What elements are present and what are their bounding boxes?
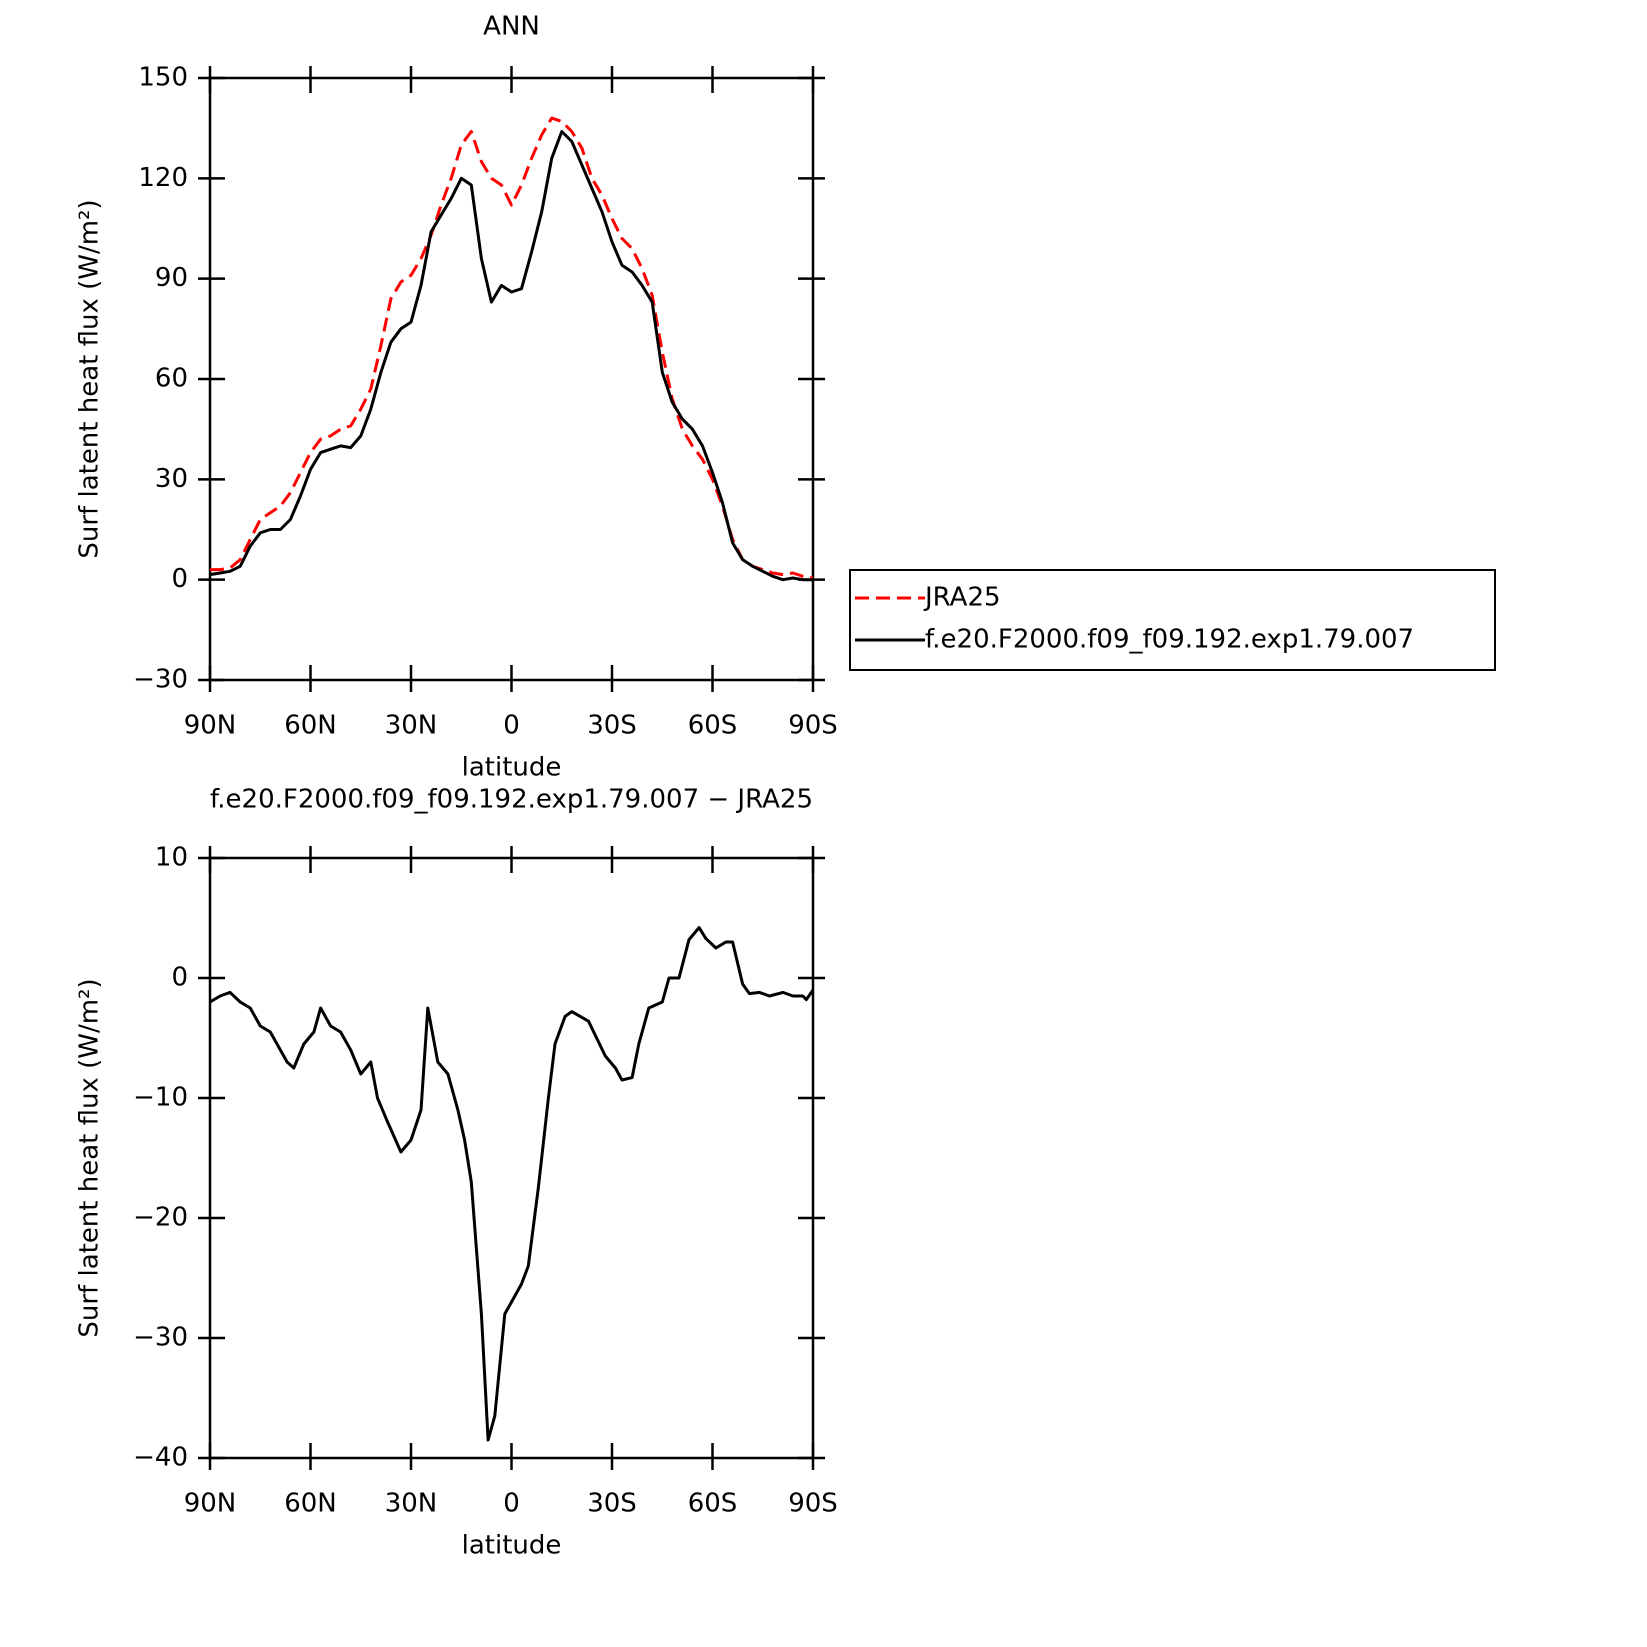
legend-label: JRA25: [923, 583, 1001, 613]
series-line: [209, 926, 815, 1442]
y-tick-label: 60: [155, 364, 188, 394]
y-tick-label: 0: [171, 963, 188, 993]
x-tick-label: 90N: [184, 711, 237, 741]
x-tick-label: 60S: [688, 711, 738, 741]
x-tick-label: 0: [503, 711, 520, 741]
x-tick-label: 30N: [385, 1489, 438, 1519]
chart-title: ANN: [483, 12, 540, 42]
x-tick-label: 90S: [788, 1489, 838, 1519]
x-tick-label: 90N: [184, 1489, 237, 1519]
plot-frame: [208, 856, 815, 1460]
x-tick-label: 60N: [284, 1489, 337, 1519]
chart-title: f.e20.F2000.f09_f09.192.exp1.79.007 − JR…: [210, 785, 813, 815]
y-tick-label: 0: [171, 564, 188, 594]
y-axis-label: Surf latent heat flux (W/m²): [75, 978, 105, 1337]
y-tick-label: 120: [138, 163, 188, 193]
y-tick-label: 30: [155, 464, 188, 494]
y-tick-label: −10: [133, 1083, 188, 1113]
legend-box: [849, 569, 1496, 671]
y-tick-label: −30: [133, 665, 188, 695]
legend-label: f.e20.F2000.f09_f09.192.exp1.79.007: [925, 625, 1414, 655]
series-line: [210, 116, 814, 580]
y-tick-label: −40: [133, 1443, 188, 1473]
y-tick-label: 10: [155, 843, 188, 873]
series-line: [209, 130, 813, 582]
y-tick-label: −30: [133, 1323, 188, 1353]
x-tick-label: 30S: [587, 711, 637, 741]
y-tick-label: 150: [138, 63, 188, 93]
y-tick-label: −20: [133, 1203, 188, 1233]
x-axis-label: latitude: [462, 753, 562, 783]
x-tick-label: 90S: [788, 711, 838, 741]
x-tick-label: 30S: [587, 1489, 637, 1519]
x-tick-label: 60N: [284, 711, 337, 741]
x-axis-label: latitude: [462, 1531, 562, 1561]
x-tick-label: 60S: [688, 1489, 738, 1519]
x-tick-label: 0: [503, 1489, 520, 1519]
y-tick-label: 90: [155, 263, 188, 293]
y-axis-label: Surf latent heat flux (W/m²): [75, 199, 105, 558]
plot-frame: [208, 76, 815, 682]
x-tick-label: 30N: [385, 711, 438, 741]
